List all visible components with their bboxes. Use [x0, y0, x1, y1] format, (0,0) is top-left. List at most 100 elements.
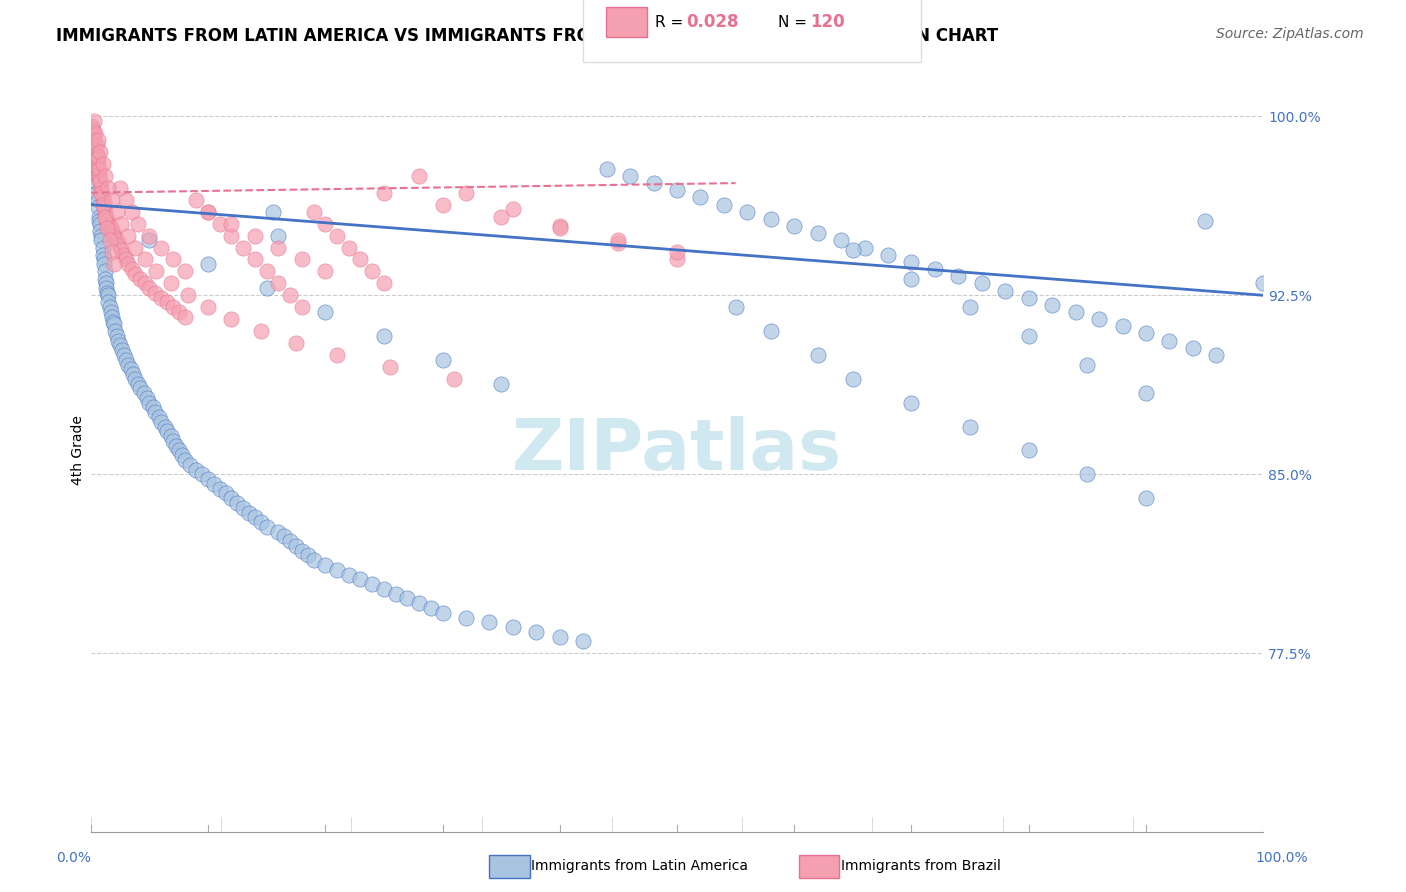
Point	[90, 181, 112, 195]
Point	[115, 193, 138, 207]
Point	[238, 506, 260, 520]
Point	[98, 219, 121, 233]
Point	[86, 169, 108, 183]
Point	[108, 181, 131, 195]
Point	[759, 211, 782, 226]
Point	[337, 241, 360, 255]
Point	[877, 248, 900, 262]
Text: Immigrants from Latin America: Immigrants from Latin America	[531, 859, 748, 873]
Point	[232, 241, 254, 255]
Point	[900, 271, 922, 285]
Point	[302, 204, 325, 219]
Point	[86, 137, 108, 152]
Point	[129, 381, 152, 395]
Point	[103, 317, 125, 331]
Point	[384, 587, 406, 601]
Point	[98, 233, 121, 247]
Point	[249, 324, 271, 338]
Point	[80, 121, 103, 136]
Point	[91, 197, 114, 211]
Point	[91, 241, 114, 255]
Point	[100, 305, 122, 319]
Point	[278, 534, 301, 549]
Point	[162, 300, 184, 314]
Point	[153, 419, 176, 434]
Point	[478, 615, 501, 630]
Point	[87, 161, 110, 176]
Point	[285, 539, 308, 553]
Point	[267, 277, 290, 291]
Point	[1088, 312, 1111, 326]
Point	[129, 271, 152, 285]
Point	[221, 228, 243, 243]
Point	[84, 153, 107, 167]
Point	[143, 285, 166, 300]
Point	[117, 228, 139, 243]
Point	[142, 401, 165, 415]
Point	[86, 153, 108, 167]
Point	[197, 204, 219, 219]
Point	[1076, 467, 1098, 482]
Point	[138, 281, 160, 295]
Point	[138, 395, 160, 409]
Point	[232, 500, 254, 515]
Point	[1159, 334, 1181, 348]
Point	[267, 241, 290, 255]
Point	[112, 248, 135, 262]
Point	[970, 277, 993, 291]
Point	[337, 567, 360, 582]
Point	[165, 439, 187, 453]
Point	[110, 243, 132, 257]
Point	[162, 434, 184, 448]
Point	[666, 183, 689, 197]
Point	[150, 415, 173, 429]
Point	[243, 252, 266, 267]
Point	[101, 224, 124, 238]
Point	[86, 186, 108, 200]
Point	[373, 186, 395, 200]
Point	[666, 252, 689, 267]
Point	[326, 348, 349, 362]
Point	[148, 410, 170, 425]
Point	[900, 255, 922, 269]
Point	[179, 458, 201, 472]
Point	[115, 252, 138, 267]
Point	[202, 476, 225, 491]
Point	[666, 245, 689, 260]
Point	[548, 221, 571, 235]
Point	[89, 174, 111, 188]
Point	[87, 171, 110, 186]
Point	[572, 634, 595, 648]
Point	[101, 314, 124, 328]
Point	[167, 443, 190, 458]
Point	[349, 252, 371, 267]
Point	[127, 217, 149, 231]
Point	[1076, 358, 1098, 372]
Point	[97, 288, 120, 302]
Point	[89, 145, 111, 159]
Point	[900, 395, 922, 409]
Point	[853, 241, 876, 255]
Point	[83, 137, 105, 152]
Point	[619, 169, 641, 183]
Point	[842, 243, 865, 257]
Text: Source: ZipAtlas.com: Source: ZipAtlas.com	[1216, 27, 1364, 41]
Point	[96, 285, 118, 300]
Point	[291, 252, 314, 267]
Point	[117, 358, 139, 372]
Point	[94, 281, 117, 295]
Point	[221, 217, 243, 231]
Point	[87, 150, 110, 164]
Point	[948, 269, 970, 284]
Point	[173, 264, 195, 278]
Point	[121, 204, 143, 219]
Point	[243, 510, 266, 524]
Point	[94, 271, 117, 285]
Point	[89, 217, 111, 231]
Point	[162, 252, 184, 267]
Point	[96, 214, 118, 228]
Text: Immigrants from Brazil: Immigrants from Brazil	[841, 859, 1001, 873]
Point	[177, 288, 200, 302]
Point	[91, 157, 114, 171]
Point	[842, 372, 865, 386]
